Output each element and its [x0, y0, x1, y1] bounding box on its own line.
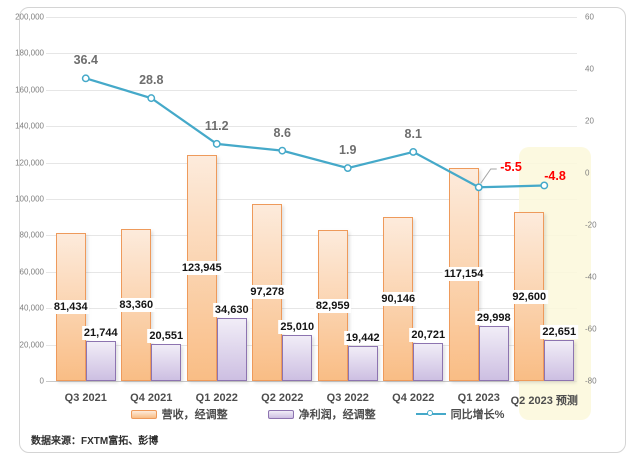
y-axis-left-tick: 120,000	[15, 158, 44, 168]
x-axis-category-label: Q1 2023	[457, 392, 500, 404]
x-axis-category-label: Q1 2022	[195, 392, 238, 404]
revenue-bar-label: 90,146	[379, 291, 418, 306]
revenue-bar-label: 82,959	[313, 298, 352, 313]
y-axis-left-tick: 140,000	[15, 121, 44, 131]
x-axis-category-label: Q4 2022	[392, 392, 435, 404]
revenue-bar-label: 92,600	[510, 289, 549, 304]
legend-label: 营收，经调整	[161, 409, 228, 421]
y-axis-left-tick: 100,000	[15, 194, 44, 204]
profit-bar-label: 20,551	[147, 328, 186, 343]
growth-point-marker	[343, 164, 352, 173]
x-axis-category-label: Q3 2021	[64, 392, 107, 404]
revenue-bar-label: 83,360	[117, 298, 156, 313]
gridline	[46, 89, 577, 91]
growth-point-marker	[81, 74, 90, 83]
x-axis-category-label: Q4 2021	[130, 392, 173, 404]
gridline	[46, 199, 577, 200]
growth-line-swatch	[415, 409, 446, 419]
y-axis-right-tick: 60	[585, 12, 594, 22]
growth-point-label: 11.2	[204, 118, 229, 133]
growth-point-label: 8.1	[404, 126, 422, 141]
profit-bar	[85, 341, 116, 381]
y-axis-left-tick: 40,000	[19, 303, 44, 313]
revenue-swatch	[130, 409, 157, 419]
profit-swatch	[267, 409, 294, 419]
gridline	[46, 235, 577, 237]
chart-legend: 营收，经调整 净利润，经调整 同比增长%	[0, 406, 635, 422]
gridline	[46, 162, 577, 164]
profit-bar-label: 29,998	[474, 311, 513, 326]
y-axis-left-tick: 80,000	[19, 230, 44, 240]
y-axis-right-tick: -20	[585, 220, 597, 230]
legend-item-growth: 同比增长%	[415, 406, 505, 422]
y-axis-left-tick: 20,000	[19, 340, 44, 350]
revenue-bar-label: 81,434	[51, 299, 90, 314]
y-axis-right-tick: -60	[585, 324, 597, 334]
profit-bar	[282, 335, 313, 381]
growth-point-marker	[474, 183, 483, 192]
profit-bar-label: 22,651	[540, 324, 579, 339]
legend-item-profit: 净利润，经调整	[267, 406, 376, 422]
profit-bar-label: 34,630	[212, 302, 251, 317]
y-axis-left-tick: 160,000	[15, 85, 44, 95]
growth-point-label: 1.9	[339, 143, 357, 158]
profit-bar-label: 25,010	[278, 320, 317, 335]
growth-point-marker	[278, 146, 287, 155]
legend-label: 净利润，经调整	[298, 409, 376, 421]
growth-point-label: 36.4	[73, 53, 98, 68]
growth-point-marker	[147, 94, 156, 103]
profit-bar-label: 20,721	[409, 328, 448, 343]
gridline	[46, 271, 577, 273]
growth-point-marker	[409, 147, 418, 156]
growth-point-label: -5.5	[500, 160, 522, 174]
label-leader-line	[480, 168, 497, 184]
growth-line	[85, 77, 545, 189]
growth-line-swatch-marker	[426, 410, 433, 416]
profit-bar	[544, 339, 575, 381]
x-axis-category-label: Q2 2022	[261, 392, 304, 404]
revenue-bar-label: 123,945	[179, 261, 224, 276]
data-source-note: 数据来源：FXTM富拓、彭博	[31, 436, 159, 447]
y-axis-left-tick: 180,000	[15, 48, 44, 58]
y-axis-left-tick: 0	[39, 376, 44, 386]
profit-bar	[216, 317, 247, 381]
profit-bar	[413, 343, 444, 381]
growth-point-label: 8.6	[273, 125, 291, 140]
growth-point-label: -4.8	[544, 169, 566, 183]
growth-point-label: 28.8	[139, 73, 164, 88]
y-axis-right-tick: 20	[585, 116, 594, 126]
y-axis-right-tick: 40	[585, 64, 594, 74]
legend-label: 同比增长%	[450, 409, 505, 421]
y-axis-left-tick: 200,000	[15, 12, 44, 22]
x-axis-line	[46, 381, 577, 382]
y-axis-left-tick: 60,000	[19, 267, 44, 277]
revenue-bar-label: 97,278	[248, 285, 287, 300]
y-axis-right-tick: -80	[585, 376, 597, 386]
profit-bar	[478, 326, 509, 381]
gridline	[46, 53, 577, 55]
profit-bar-label: 19,442	[343, 330, 382, 345]
revenue-bar-label: 117,154	[442, 267, 486, 282]
profit-bar	[151, 343, 182, 381]
gridline	[46, 308, 577, 310]
y-axis-right-tick: -40	[585, 272, 597, 282]
legend-item-revenue: 营收，经调整	[130, 406, 228, 422]
x-axis-category-label: Q2 2023 预测	[510, 395, 578, 407]
growth-point-marker	[212, 139, 221, 148]
y-axis-right-tick: 0	[585, 168, 590, 178]
gridline	[46, 17, 577, 18]
profit-bar-label: 21,744	[81, 326, 120, 341]
growth-point-marker	[540, 181, 549, 190]
x-axis-category-label: Q3 2022	[326, 392, 369, 404]
gridline	[46, 126, 577, 128]
profit-bar	[347, 345, 378, 381]
